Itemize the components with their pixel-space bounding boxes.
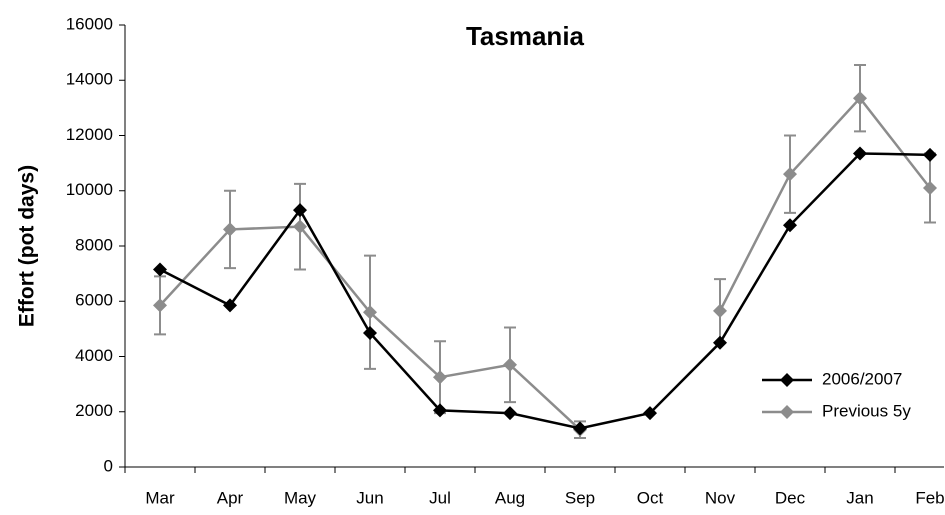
chart-title: Tasmania [466,21,585,51]
y-tick-label: 14000 [66,70,113,89]
x-tick-label: Apr [217,488,244,507]
marker [223,298,237,313]
x-tick-label: Oct [637,488,664,507]
y-tick-label: 12000 [66,125,113,144]
marker [573,421,587,436]
marker [153,262,167,277]
marker [643,406,657,421]
marker [853,91,867,106]
marker [783,167,797,182]
marker [293,203,307,218]
y-tick-label: 8000 [75,235,113,254]
x-tick-label: Jan [846,488,873,507]
x-tick-label: May [284,488,317,507]
marker [153,298,167,313]
x-tick-label: Jul [429,488,451,507]
marker [503,406,517,421]
x-tick-label: Mar [145,488,175,507]
y-axis-label: Effort (pot days) [16,165,39,327]
marker [293,219,307,234]
x-tick-label: Feb [915,488,944,507]
marker [783,218,797,233]
marker [923,180,937,195]
marker [923,147,937,162]
legend-label: 2006/2007 [822,369,902,388]
legend-marker [780,373,794,387]
legend-label: Previous 5y [822,401,911,420]
y-tick-label: 4000 [75,346,113,365]
marker [363,326,377,341]
marker [223,222,237,237]
marker [363,305,377,320]
x-tick-label: Nov [705,488,736,507]
x-tick-label: Aug [495,488,525,507]
y-tick-label: 10000 [66,180,113,199]
y-tick-label: 6000 [75,291,113,310]
marker [713,335,727,350]
x-tick-label: Dec [775,488,806,507]
y-tick-label: 0 [104,456,113,475]
marker [853,146,867,161]
x-tick-label: Jun [356,488,383,507]
legend-marker [780,405,794,419]
y-tick-label: 16000 [66,14,113,33]
series-line [159,152,931,430]
series-line [159,96,931,431]
marker [503,357,517,372]
y-tick-label: 2000 [75,401,113,420]
x-tick-label: Sep [565,488,595,507]
marker [433,403,447,418]
marker [433,370,447,385]
marker [713,303,727,318]
